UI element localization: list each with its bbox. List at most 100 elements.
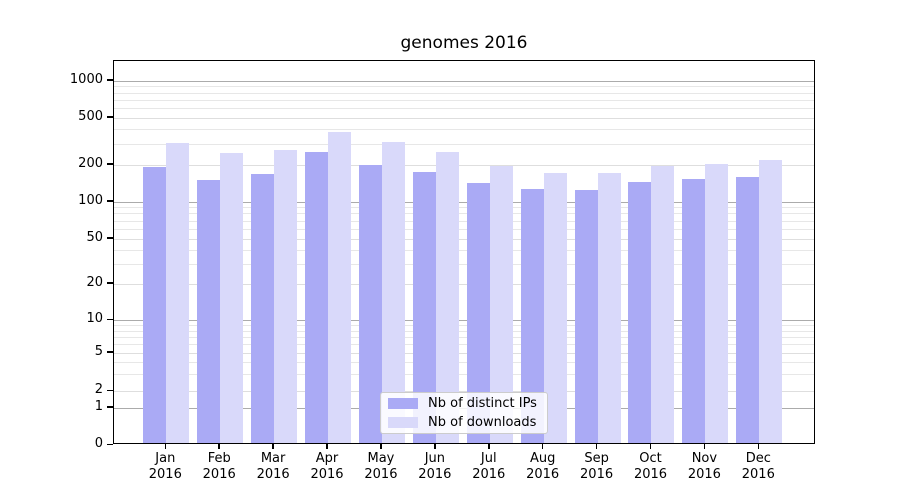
bar-downloads-jun bbox=[435, 151, 459, 443]
y-tick-label-0: 0 bbox=[94, 436, 103, 451]
x-tick-label-aug: Aug 2016 bbox=[526, 451, 560, 482]
bar-ips-sep bbox=[574, 189, 598, 443]
y-tick-mark-20 bbox=[107, 282, 113, 284]
bar-downloads-dec bbox=[759, 160, 783, 443]
x-tick-mark-apr bbox=[326, 444, 328, 449]
y-tick-mark-200 bbox=[107, 163, 113, 165]
gridline-900 bbox=[114, 86, 814, 88]
gridline-60 bbox=[114, 228, 814, 230]
bar-ips-mar bbox=[251, 173, 275, 443]
y-tick-mark-1000 bbox=[107, 79, 113, 81]
legend-label-downloads: Nb of downloads bbox=[428, 415, 537, 430]
bar-downloads-sep bbox=[597, 173, 621, 443]
y-tick-label-100: 100 bbox=[78, 192, 103, 208]
gridline-100 bbox=[114, 201, 814, 203]
gridline-400 bbox=[114, 129, 814, 131]
bar-downloads-may bbox=[381, 142, 405, 443]
y-tick-mark-0 bbox=[107, 443, 113, 445]
gridline-600 bbox=[114, 107, 814, 109]
bar-downloads-apr bbox=[328, 132, 352, 443]
gridline-500 bbox=[114, 117, 814, 119]
legend-item-downloads: Nb of downloads bbox=[381, 415, 547, 430]
chart-title: genomes 2016 bbox=[400, 33, 528, 53]
bar-ips-jan bbox=[143, 166, 167, 443]
legend-label-distinct-ips: Nb of distinct IPs bbox=[428, 396, 537, 411]
gridline-80 bbox=[114, 213, 814, 215]
x-tick-label-may: May 2016 bbox=[364, 451, 398, 482]
gridline-300 bbox=[114, 143, 814, 145]
gridline-20 bbox=[114, 283, 814, 285]
legend: Nb of distinct IPs Nb of downloads bbox=[380, 392, 548, 434]
legend-swatch-downloads bbox=[388, 417, 418, 428]
bar-ips-feb bbox=[197, 179, 221, 443]
x-tick-mark-feb bbox=[218, 444, 220, 449]
y-tick-label-1: 1 bbox=[94, 398, 103, 414]
gridline-2 bbox=[114, 391, 814, 392]
x-tick-label-mar: Mar 2016 bbox=[256, 451, 290, 482]
x-tick-label-jul: Jul 2016 bbox=[472, 451, 506, 482]
bar-ips-nov bbox=[682, 178, 706, 443]
x-tick-label-feb: Feb 2016 bbox=[202, 451, 236, 482]
x-tick-mark-jul bbox=[488, 444, 490, 449]
bar-ips-dec bbox=[736, 177, 760, 443]
bar-downloads-oct bbox=[651, 166, 675, 443]
bar-ips-jul bbox=[466, 183, 490, 443]
bar-downloads-nov bbox=[705, 163, 729, 443]
bar-downloads-aug bbox=[543, 173, 567, 443]
bar-downloads-jan bbox=[166, 143, 190, 443]
plot-area: Nb of distinct IPs Nb of downloads bbox=[113, 60, 815, 444]
x-tick-mark-aug bbox=[541, 444, 544, 449]
x-tick-mark-mar bbox=[272, 444, 274, 449]
gridline-40 bbox=[114, 249, 814, 251]
legend-item-distinct-ips: Nb of distinct IPs bbox=[381, 396, 547, 411]
y-tick-mark-5 bbox=[107, 351, 113, 353]
y-tick-label-500: 500 bbox=[78, 108, 103, 124]
x-tick-mark-oct bbox=[649, 444, 652, 449]
y-tick-mark-500 bbox=[107, 116, 113, 118]
x-tick-mark-jan bbox=[164, 444, 167, 449]
y-tick-mark-10 bbox=[107, 318, 113, 321]
bar-ips-apr bbox=[305, 151, 329, 443]
y-tick-mark-100 bbox=[107, 200, 113, 202]
bar-ips-jun bbox=[412, 172, 436, 443]
legend-swatch-distinct-ips bbox=[388, 398, 418, 409]
y-tick-label-2: 2 bbox=[94, 382, 103, 397]
x-tick-label-dec: Dec 2016 bbox=[741, 451, 775, 482]
y-tick-label-10: 10 bbox=[86, 311, 103, 327]
x-tick-mark-jun bbox=[434, 444, 436, 449]
y-tick-mark-2 bbox=[107, 389, 113, 391]
gridline-1000 bbox=[114, 80, 814, 82]
gridline-6 bbox=[114, 344, 814, 346]
gridline-10 bbox=[114, 320, 814, 322]
gridline-30 bbox=[114, 263, 814, 265]
bar-ips-aug bbox=[520, 189, 544, 443]
gridline-800 bbox=[114, 92, 814, 94]
bar-downloads-mar bbox=[274, 149, 298, 443]
bar-ips-oct bbox=[628, 181, 652, 443]
y-tick-label-200: 200 bbox=[78, 155, 103, 171]
gridline-70 bbox=[114, 220, 814, 222]
y-tick-label-5: 5 bbox=[94, 343, 103, 359]
gridline-4 bbox=[114, 362, 814, 364]
y-tick-mark-50 bbox=[107, 237, 113, 239]
gridline-3 bbox=[114, 374, 814, 376]
bar-downloads-feb bbox=[220, 152, 244, 443]
x-tick-mark-dec bbox=[757, 444, 760, 449]
gridline-8 bbox=[114, 330, 814, 332]
gridline-50 bbox=[114, 238, 814, 240]
y-tick-mark-1 bbox=[107, 406, 113, 408]
x-tick-label-oct: Oct 2016 bbox=[633, 451, 668, 482]
bar-ips-may bbox=[358, 164, 382, 443]
x-tick-label-sep: Sep 2016 bbox=[580, 451, 614, 482]
gridline-200 bbox=[114, 164, 814, 166]
gridline-700 bbox=[114, 99, 814, 101]
x-tick-label-jan: Jan 2016 bbox=[148, 451, 182, 482]
x-tick-label-nov: Nov 2016 bbox=[687, 451, 721, 482]
gridline-7 bbox=[114, 336, 814, 338]
gridline-9 bbox=[114, 325, 814, 327]
gridline-5 bbox=[114, 352, 814, 354]
gridline-90 bbox=[114, 207, 814, 209]
x-tick-mark-sep bbox=[595, 444, 598, 449]
bar-downloads-jul bbox=[489, 166, 513, 443]
